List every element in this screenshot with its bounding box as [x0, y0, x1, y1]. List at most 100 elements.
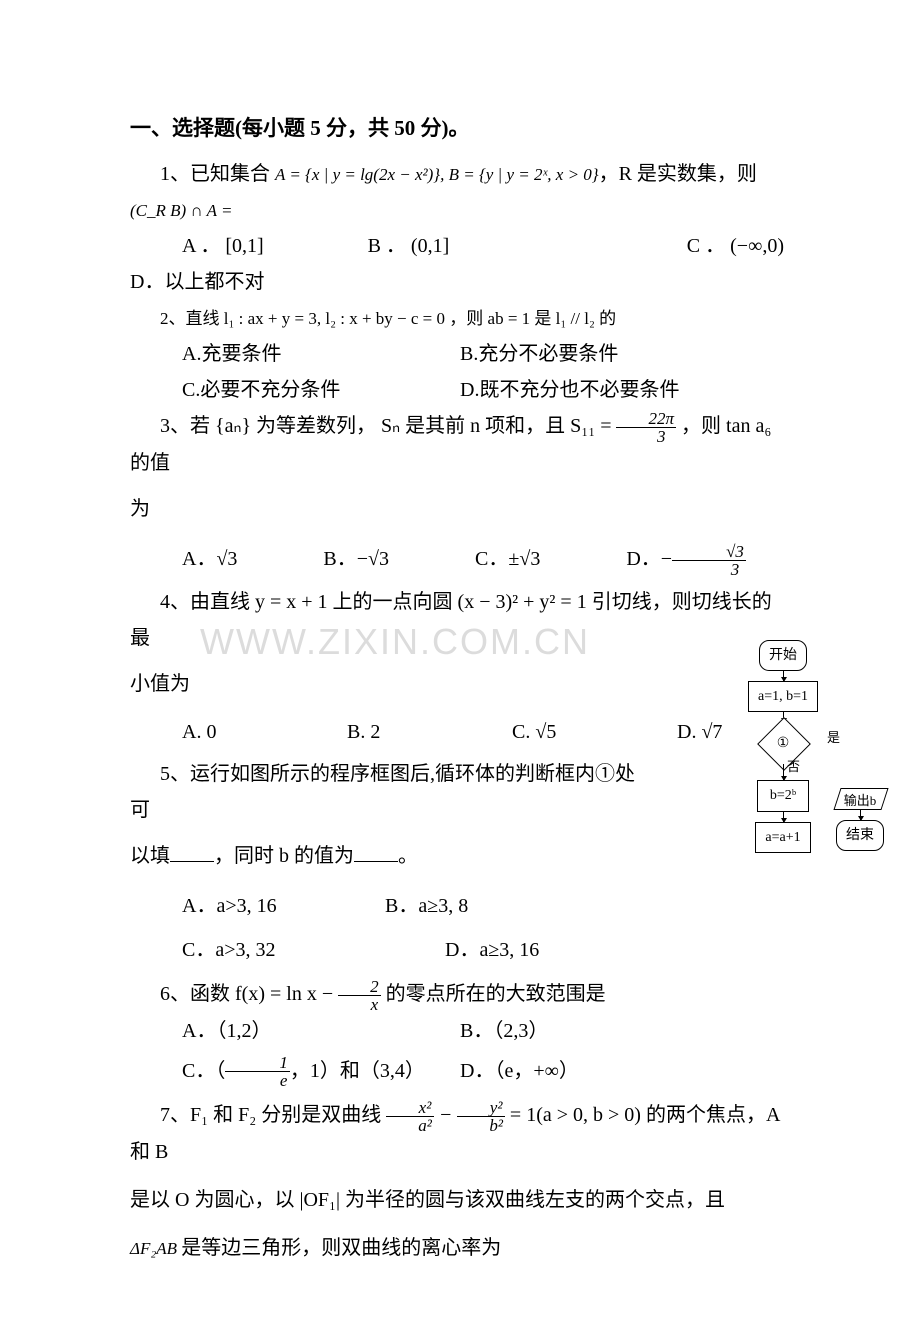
fc-init: a=1, b=1 — [748, 681, 818, 712]
q3-frac-den: 3 — [616, 428, 676, 445]
q7-t1n: x² — [386, 1099, 434, 1117]
q5-opt-d: D．a≥3, 16 — [385, 932, 640, 968]
q1-options-row1: A ． [0,1] B ． (0,1] C ． (−∞,0) — [130, 228, 790, 264]
q2-opt-b: B.充分不必要条件 — [460, 336, 790, 372]
q6-opts-row1: A．（1,2） B．（2,3） — [130, 1013, 790, 1049]
q2-stem-text: 2、直线 l₁ : ax + y = 3, l₂ : x + by − c = … — [160, 309, 616, 328]
q6-den: x — [338, 996, 381, 1013]
q6-frac: 2x — [338, 978, 381, 1013]
q2-opt-c: C.必要不充分条件 — [130, 372, 460, 408]
q3-frac: 22π3 — [616, 410, 676, 445]
q7-t2d: b² — [457, 1117, 505, 1134]
q7-frac1: x²a² — [386, 1099, 434, 1134]
q7-s1: 7、F₁ 和 F₂ 分别是双曲线 — [160, 1104, 386, 1126]
q2-opt-a: A.充要条件 — [130, 336, 460, 372]
q6-stem-text2: 的零点所在的大致范围是 — [381, 983, 606, 1005]
q5-s2b: ，同时 b 的值为 — [214, 845, 354, 867]
q5-s2a: 以填 — [130, 845, 170, 867]
q1-stem-text: 1、已知集合 — [160, 163, 275, 185]
q1-stem: 1、已知集合 A = {x | y = lg(2x − x²)}, B = {y… — [130, 156, 790, 192]
q3-opt-d-frac: √33 — [672, 543, 746, 578]
fc-body: b=2ᵇ — [757, 780, 809, 811]
q3-opt-d: D．−√33 — [574, 541, 746, 578]
q6-c-den: e — [225, 1072, 290, 1089]
q1-opt-d: D．以上都不对 — [130, 264, 790, 300]
q1-stem-text2: ，R 是实数集，则 — [599, 163, 757, 185]
q4-opt-a: A. 0 — [130, 714, 295, 750]
q7-stem3: ΔF₂AB ΔF₂AB 是等边三角形，则双曲线的离心率为是等边三角形，则双曲线的… — [130, 1230, 790, 1266]
q2-opts-row2: C.必要不充分条件 D.既不充分也不必要条件 — [130, 372, 790, 408]
q2-stem: 2、直线 l₁ : ax + y = 3, l₂ : x + by − c = … — [130, 300, 790, 336]
q7-triangle: ΔF₂AB — [130, 1239, 181, 1258]
fc-decision: ① — [753, 722, 813, 764]
q6-stem-text: 6、函数 f(x) = ln x − — [160, 983, 338, 1005]
q7-stem2: 是以 O 为圆心，以 |OF₁| 为半径的圆与该双曲线左支的两个交点，且 — [130, 1182, 790, 1218]
arrow-down-icon — [783, 812, 784, 822]
q1-formula: A = {x | y = lg(2x − x²)}, B = {y | y = … — [275, 165, 599, 184]
q6-opt-c: C．（1e，1）和（3,4） — [130, 1053, 460, 1090]
q6-opts-row2: C．（1e，1）和（3,4） D．（e，+∞） — [130, 1053, 790, 1090]
q5-opt-c: C．a>3, 32 — [130, 932, 385, 968]
q6-c-num: 1 — [225, 1054, 290, 1072]
q4-options: A. 0 B. 2 C. √5 D. √7 — [130, 714, 790, 750]
q5-opts-row1: A．a>3, 16 B．a≥3, 8 — [130, 888, 790, 924]
q3-tail: 为 — [130, 491, 790, 527]
q3-opt-a: A．√3 — [130, 541, 237, 578]
q5-stem1: 5、运行如图所示的程序框图后,循环体的判断框内①处可 — [130, 756, 790, 828]
q7-frac2: y²b² — [457, 1099, 505, 1134]
q4-stem: 4、由直线 y = x + 1 上的一点向圆 (x − 3)² + y² = 1… — [130, 584, 790, 656]
minus-icon: − — [434, 1104, 458, 1126]
q7-t1d: a² — [386, 1117, 434, 1134]
q6-c-frac: 1e — [225, 1054, 290, 1089]
fc-no-label: 否 — [787, 755, 800, 778]
q5-opt-a: A．a>3, 16 — [130, 888, 385, 924]
arrow-down-icon — [860, 810, 861, 820]
q5-stem2: 以填 ，同时 b 的值为 。 — [130, 838, 790, 874]
q6-opt-b: B．（2,3） — [460, 1013, 790, 1049]
q3-stem-text: 3、若 {aₙ} 为等差数列， Sₙ 是其前 n 项和，且 S₁₁ = — [160, 415, 616, 437]
fc-inc: a=a+1 — [755, 822, 811, 853]
blank2 — [354, 843, 398, 862]
fc-out-label: 输出b — [831, 789, 889, 812]
q3-d-den: 3 — [672, 561, 746, 578]
fc-decision-label: ① — [753, 722, 813, 764]
q6-c-pre: C．（ — [182, 1060, 225, 1082]
q6-c-post: ，1）和（3,4） — [290, 1060, 425, 1082]
q7-t2n: y² — [457, 1099, 505, 1117]
q1-opt-b: B ． (0,1] — [368, 228, 592, 264]
q2-opts-row1: A.充要条件 B.充分不必要条件 — [130, 336, 790, 372]
q6-opt-d: D．（e，+∞） — [460, 1053, 790, 1090]
q3-frac-num: 22π — [616, 410, 676, 428]
flowchart-figure: 开始 a=1, b=1 ① 是 否 b=2ᵇ a=a+1 — [738, 640, 898, 853]
q5-s2c: 。 — [398, 845, 418, 867]
q5-opt-b: B．a≥3, 8 — [385, 888, 640, 924]
q3-options: A．√3 B．−√3 C．±√3 D．−√33 — [130, 541, 790, 578]
q3-opt-b: B．−√3 — [271, 541, 389, 578]
document-body: 一、选择题(每小题 5 分，共 50 分)。 1、已知集合 A = {x | y… — [130, 110, 790, 1266]
blank1 — [170, 843, 214, 862]
q1-expr: (C_R B) ∩ A = — [130, 201, 232, 220]
q1-opt-a: A ． [0,1] — [130, 228, 368, 264]
fc-output: 输出b — [831, 788, 889, 810]
q4-opt-b: B. 2 — [295, 714, 460, 750]
q4-opt-c: C. √5 — [460, 714, 625, 750]
q3-d-num: √3 — [672, 543, 746, 561]
q2-opt-d: D.既不充分也不必要条件 — [460, 372, 790, 408]
q3-opt-d-pre: D．− — [626, 548, 672, 570]
arrow-down-icon — [783, 671, 784, 681]
q5-opts-row2: C．a>3, 32 D．a≥3, 16 — [130, 932, 790, 968]
fc-start: 开始 — [759, 640, 807, 671]
q7-stem1: 7、F₁ 和 F₂ 分别是双曲线 x²a² − y²b² = 1(a > 0, … — [130, 1097, 790, 1170]
q3-opt-c: C．±√3 — [423, 541, 540, 578]
q1-opt-c: C ． (−∞,0) — [592, 228, 790, 264]
section-title: 一、选择题(每小题 5 分，共 50 分)。 — [130, 110, 790, 148]
q6-opt-a: A．（1,2） — [130, 1013, 460, 1049]
q4-tail: 小值为 — [130, 666, 790, 702]
fc-yes-label: 是 — [827, 726, 840, 749]
q1-line2: (C_R B) ∩ A = — [130, 192, 790, 228]
arrow-down-icon — [783, 764, 784, 780]
q6-stem: 6、函数 f(x) = ln x − 2x 的零点所在的大致范围是 — [130, 976, 790, 1013]
fc-end: 结束 — [836, 820, 884, 851]
q6-num: 2 — [338, 978, 381, 996]
q3-stem: 3、若 {aₙ} 为等差数列， Sₙ 是其前 n 项和，且 S₁₁ = 22π3… — [130, 408, 790, 481]
